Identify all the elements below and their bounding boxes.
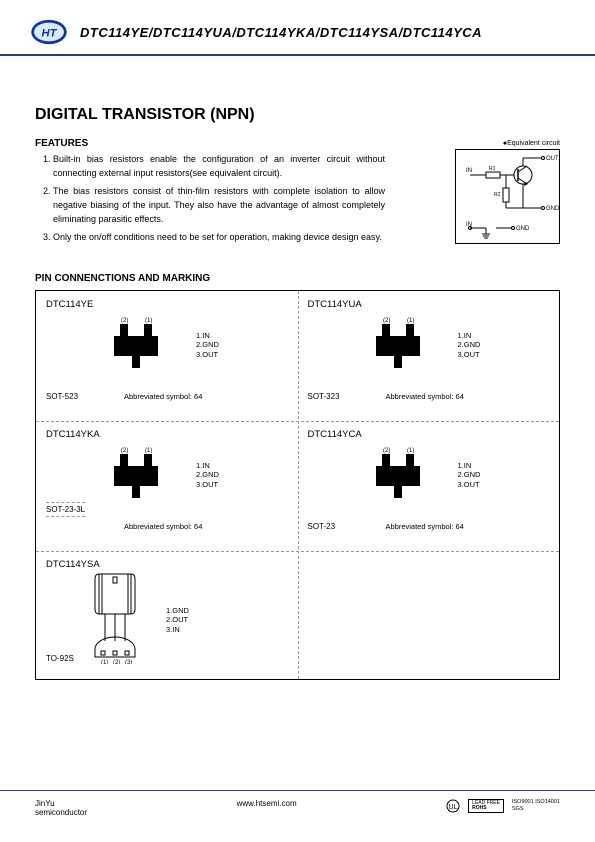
feature-item: Only the on/off conditions need to be se… xyxy=(53,231,385,245)
feature-item: Built-in bias resistors enable the confi… xyxy=(53,153,385,181)
svg-text:R1: R1 xyxy=(489,166,496,172)
svg-text:(3): (3) xyxy=(394,492,401,498)
rohs-badge: LEAD FREE ROHS xyxy=(468,799,504,813)
footer-iso: ISO9001 ISO14001 SGS xyxy=(512,799,560,812)
svg-text:(1): (1) xyxy=(407,448,414,454)
pin-section-title: PIN CONNENCTIONS AND MARKING xyxy=(35,273,560,284)
sot-package-icon: (2) (1) (3) xyxy=(104,316,174,371)
svg-text:IN: IN xyxy=(466,168,472,174)
abbreviated-symbol: Abbreviated symbol: 64 xyxy=(386,522,464,531)
svg-text:UL: UL xyxy=(449,804,458,811)
to92-package-icon: (1) (2) (3) xyxy=(91,569,211,664)
svg-text:(1): (1) xyxy=(145,318,152,324)
svg-text:(2): (2) xyxy=(121,318,128,324)
footer-company: JinYu semiconductor xyxy=(35,799,87,817)
svg-text:(3): (3) xyxy=(132,362,139,368)
abbreviated-symbol: Abbreviated symbol: 64 xyxy=(124,522,202,531)
pin-connections-grid: DTC114YE (2) (1) (3) 1.IN 2.GND 3.OUT SO… xyxy=(35,290,560,680)
footer-brand: JinYu xyxy=(35,799,87,808)
equivalent-circuit: ●Equivalent circuit IN R1 R2 O xyxy=(455,140,560,244)
footer-certs: UL LEAD FREE ROHS ISO9001 ISO14001 SGS xyxy=(446,799,560,813)
feature-item: The bias resistors consist of thin-film … xyxy=(53,185,385,227)
svg-text:OUT: OUT xyxy=(546,156,559,162)
sot-package-icon: (2) (1) (3) xyxy=(366,316,436,371)
pin-cell: DTC114YUA (2) (1) (3) 1.IN 2.GND 3.OUT S… xyxy=(298,291,560,421)
package-type: TO-92S xyxy=(46,654,74,663)
equivalent-circuit-label: ●Equivalent circuit xyxy=(455,140,560,147)
sot-package-icon: (2) (1) (3) xyxy=(104,446,174,501)
package-type: SOT-23-3L xyxy=(46,502,85,517)
svg-text:IN: IN xyxy=(466,222,472,228)
svg-text:(3): (3) xyxy=(132,492,139,498)
part-number: DTC114YUA xyxy=(308,299,550,310)
main-content: DIGITAL TRANSISTOR (NPN) FEATURES Built-… xyxy=(0,56,595,680)
footer-brand-sub: semiconductor xyxy=(35,808,87,817)
svg-text:(2): (2) xyxy=(121,448,128,454)
page-header: HT DTC114YE/DTC114YUA/DTC114YKA/DTC114YS… xyxy=(0,0,595,56)
svg-text:GND: GND xyxy=(516,226,530,232)
ul-cert-icon: UL xyxy=(446,799,460,813)
sot-package-icon: (2) (1) (3) xyxy=(366,446,436,501)
pin-cell: DTC114YE (2) (1) (3) 1.IN 2.GND 3.OUT SO… xyxy=(36,291,298,421)
svg-text:HT: HT xyxy=(42,28,58,40)
ht-logo-icon: HT xyxy=(30,18,68,46)
abbreviated-symbol: Abbreviated symbol: 64 xyxy=(124,392,202,401)
svg-text:(2): (2) xyxy=(383,318,390,324)
svg-text:GND: GND xyxy=(546,206,559,212)
pin-labels: 1.IN 2.GND 3.OUT xyxy=(196,331,219,360)
circuit-diagram-icon: IN R1 R2 OUT GN xyxy=(456,150,559,243)
package-type: SOT-23 xyxy=(308,522,336,531)
package-type: SOT-323 xyxy=(308,392,340,401)
pin-cell: DTC114YKA (2) (1) (3) 1.IN 2.GND 3.OUT S… xyxy=(36,421,298,551)
pin-labels: 1.IN 2.GND 3.OUT xyxy=(458,461,481,490)
part-number: DTC114YCA xyxy=(308,429,550,440)
svg-text:(1): (1) xyxy=(101,660,108,664)
equivalent-circuit-box: IN R1 R2 OUT GN xyxy=(455,149,560,244)
svg-text:(1): (1) xyxy=(407,318,414,324)
pin-labels: 1.IN 2.GND 3.OUT xyxy=(458,331,481,360)
abbreviated-symbol: Abbreviated symbol: 64 xyxy=(386,392,464,401)
package-type: SOT-523 xyxy=(46,392,78,401)
pin-cell: DTC114YCA (2) (1) (3) 1.IN 2.GND 3.OUT S… xyxy=(298,421,560,551)
svg-text:R2: R2 xyxy=(494,192,501,198)
svg-text:(3): (3) xyxy=(394,362,401,368)
pin-labels: 1.GND 2.OUT 3.IN xyxy=(166,606,189,635)
part-number: DTC114YE xyxy=(46,299,288,310)
svg-text:(1): (1) xyxy=(145,448,152,454)
part-number: DTC114YKA xyxy=(46,429,288,440)
page-footer: JinYu semiconductor www.htsemi.com UL LE… xyxy=(0,790,595,817)
svg-text:(3): (3) xyxy=(125,660,132,664)
pin-labels: 1.IN 2.GND 3.OUT xyxy=(196,461,219,490)
svg-text:(2): (2) xyxy=(113,660,120,664)
svg-text:(2): (2) xyxy=(383,448,390,454)
section-title: DIGITAL TRANSISTOR (NPN) xyxy=(35,106,560,124)
footer-url: www.htsemi.com xyxy=(237,799,297,808)
pin-cell: DTC114YSA (1) (2) (3) 1.GND 2.OUT 3.IN xyxy=(36,551,298,681)
features-list: Built-in bias resistors enable the confi… xyxy=(35,153,385,245)
header-title: DTC114YE/DTC114YUA/DTC114YKA/DTC114YSA/D… xyxy=(80,25,482,40)
